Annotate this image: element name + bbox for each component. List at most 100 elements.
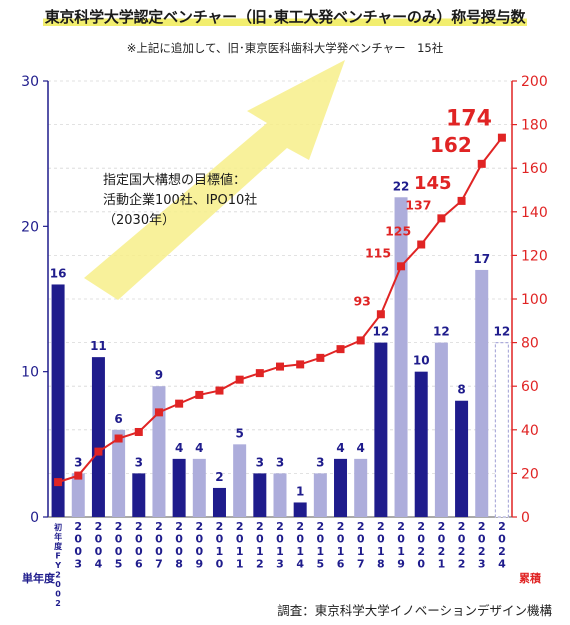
- x-tick-label-char: 5: [317, 558, 325, 571]
- cumulative-marker: [417, 240, 426, 249]
- x-tick-label-char: 2: [155, 520, 163, 533]
- x-tick-label-char: 0: [74, 533, 82, 546]
- bar-value-label: 12: [373, 325, 390, 339]
- cumulative-value-label: 145: [414, 173, 452, 194]
- x-tick-label-char: 1: [397, 545, 405, 558]
- x-tick-label-char: 0: [458, 533, 466, 546]
- bar-light: [354, 458, 368, 517]
- x-tick-label-char: 8: [175, 558, 183, 571]
- bar-light: [475, 269, 489, 517]
- bar-value-label: 1: [296, 484, 304, 498]
- bar-dark: [132, 473, 146, 517]
- bar-value-label: 22: [393, 179, 410, 193]
- right-tick-label: 40: [521, 423, 539, 439]
- x-tick-label-char: 0: [175, 545, 183, 558]
- x-tick-label-char: 0: [155, 533, 163, 546]
- chart-title-text: 東京科学大学認定ベンチャー（旧･東工大発ベンチャーのみ）称号授与数: [42, 8, 528, 26]
- x-tick-label-char: 0: [337, 533, 345, 546]
- x-tick-label-char: 0: [115, 545, 123, 558]
- cumulative-marker: [215, 386, 224, 395]
- right-tick-label: 20: [521, 466, 539, 482]
- bar-dark: [253, 473, 267, 517]
- x-tick-label-char: 0: [195, 533, 203, 546]
- left-tick-label: 30: [21, 74, 39, 90]
- bar-value-label: 10: [413, 354, 430, 368]
- bar-dark: [293, 502, 307, 517]
- x-tick-label-char: 1: [256, 545, 264, 558]
- x-tick-label-char: 2: [317, 520, 325, 533]
- x-tick-label-char: 2: [478, 520, 486, 533]
- x-tick-label-char: 2: [55, 599, 61, 608]
- x-tick-label-char: 0: [155, 545, 163, 558]
- cumulative-value-label: 174: [446, 107, 492, 132]
- bar-light: [313, 473, 327, 517]
- cumulative-marker: [336, 345, 345, 354]
- cumulative-marker: [175, 399, 184, 408]
- cumulative-marker: [356, 336, 365, 345]
- x-tick-label-char: 2: [417, 520, 425, 533]
- x-tick-label-char: 5: [115, 558, 123, 571]
- target-annotation-line: 活動企業100社、IPO10社: [103, 192, 257, 208]
- x-tick-label-char: 0: [135, 545, 143, 558]
- bar-dark: [91, 357, 105, 517]
- cumulative-marker: [376, 310, 385, 319]
- bar-light: [152, 386, 166, 517]
- x-tick-label-char: 度: [54, 541, 63, 551]
- bar-light: [233, 444, 247, 517]
- bar-value-label: 4: [175, 441, 183, 455]
- bar-value-label: 4: [336, 441, 344, 455]
- x-tick-label-char: 3: [478, 558, 486, 571]
- x-tick-label-char: 0: [175, 533, 183, 546]
- x-tick-label-char: 2: [236, 520, 244, 533]
- bar-light: [192, 458, 206, 517]
- x-tick-label-char: 1: [377, 545, 385, 558]
- x-tick-label-char: 2: [216, 520, 224, 533]
- target-annotation-line: 指定国大構想の目標値：: [103, 172, 246, 188]
- x-tick-label-char: 0: [357, 533, 365, 546]
- bar-light: [273, 473, 287, 517]
- x-tick-label-char: 2: [377, 520, 385, 533]
- x-tick-label-char: 初: [54, 522, 62, 532]
- x-tick-label-char: Y: [54, 561, 61, 570]
- cumulative-marker: [94, 447, 103, 456]
- x-tick-label-char: 6: [337, 558, 345, 571]
- bar-light: [434, 342, 448, 517]
- x-tick-label-char: 2: [397, 520, 405, 533]
- cumulative-marker: [276, 362, 284, 371]
- x-tick-label-char: 9: [195, 558, 203, 571]
- bar-dark: [334, 458, 348, 517]
- bar-value-label: 12: [433, 325, 450, 339]
- x-tick-label-char: 1: [236, 545, 244, 558]
- bar-value-label: 3: [276, 455, 284, 469]
- x-tick-label-char: F: [55, 552, 60, 561]
- bar-value-label: 8: [457, 383, 465, 397]
- bar-dashed: [494, 342, 510, 518]
- cumulative-marker: [296, 360, 305, 369]
- right-tick-label: 80: [521, 336, 539, 352]
- cumulative-marker: [154, 408, 163, 417]
- x-tick-label-char: 3: [276, 558, 284, 571]
- cumulative-marker: [497, 133, 506, 142]
- x-tick-label-char: 0: [55, 590, 61, 599]
- cumulative-value-label: 162: [430, 133, 472, 157]
- bar-dark: [374, 342, 388, 517]
- chart-title: 東京科学大学認定ベンチャー（旧･東工大発ベンチャーのみ）称号授与数: [0, 6, 570, 27]
- x-tick-label-char: 2: [337, 520, 345, 533]
- left-axis-caption: 単年度: [22, 571, 56, 585]
- cumulative-marker: [134, 427, 143, 436]
- bar-light: [112, 429, 126, 517]
- bar-dark: [172, 458, 186, 517]
- x-tick-label-char: 2: [498, 545, 506, 558]
- bar-dark: [414, 371, 428, 517]
- cumulative-value-label: 137: [405, 197, 431, 212]
- x-tick-label-char: 0: [115, 533, 123, 546]
- bar-light: [394, 197, 408, 517]
- target-arrow-shape: [84, 60, 345, 300]
- x-tick-label-char: 0: [95, 545, 103, 558]
- x-tick-label-char: 0: [216, 533, 224, 546]
- chart-subtitle: ※上記に追加して、旧･東京医科歯科大学発ベンチャー 15社: [126, 41, 444, 55]
- cumulative-marker: [457, 196, 466, 205]
- x-tick-label-char: 0: [236, 533, 244, 546]
- bar-light: [71, 473, 85, 517]
